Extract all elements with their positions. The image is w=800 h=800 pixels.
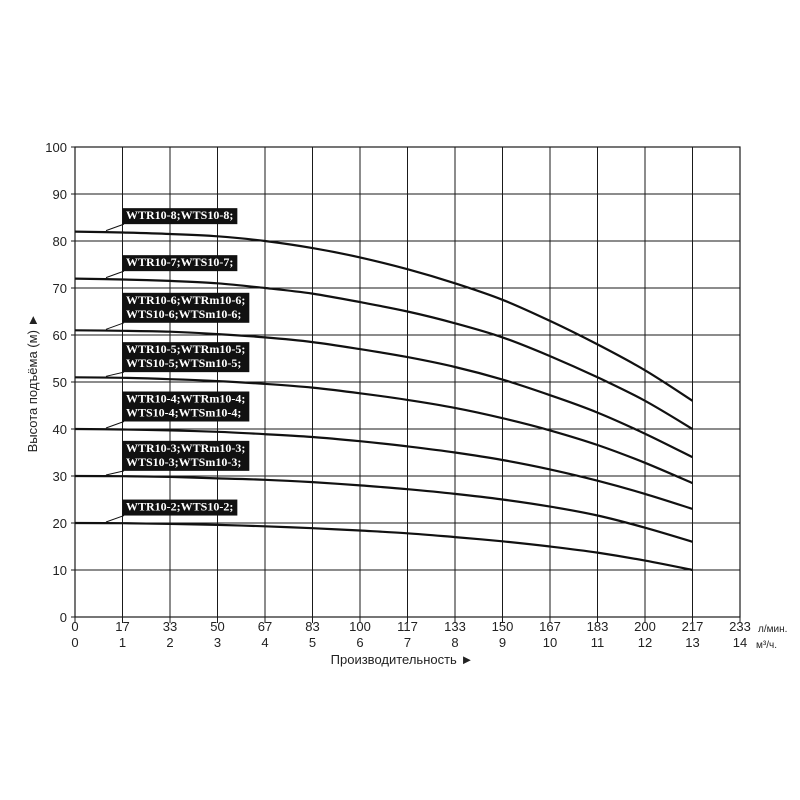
y-tick-label: 0 — [60, 610, 67, 625]
x-tick-label-m3h: 10 — [543, 635, 557, 650]
y-tick-label: 70 — [53, 281, 67, 296]
series-label: WTR10-7;WTS10-7; — [105, 255, 238, 279]
series-label-leader — [105, 470, 125, 476]
series-line — [74, 277, 694, 430]
series-label-leader — [105, 223, 125, 232]
x-tick-label-m3h: 11 — [591, 635, 605, 650]
x-tick-label-lmin: 133 — [444, 619, 466, 634]
series-line — [74, 521, 693, 572]
curves — [74, 230, 694, 572]
series-label: WTR10-8;WTS10-8; — [105, 208, 238, 232]
x-tick-label-lmin: 0 — [71, 619, 78, 634]
series-label: WTR10-4;WTRm10-4;WTS10-4;WTSm10-4; — [105, 391, 250, 429]
x-tick-label-lmin: 33 — [163, 619, 177, 634]
series-label: WTR10-3;WTRm10-3;WTS10-3;WTSm10-3; — [105, 440, 250, 476]
series-line — [74, 474, 693, 543]
series-label-background — [122, 208, 238, 225]
series-label-text: WTR10-8;WTS10-8; — [126, 208, 233, 222]
y-tick-label: 50 — [53, 375, 67, 390]
series-label-background — [122, 292, 250, 323]
x-tick-label-lmin: 83 — [305, 619, 319, 634]
series-label-text: WTS10-3;WTSm10-3; — [126, 455, 241, 469]
y-tick-label: 80 — [53, 234, 67, 249]
y-tick-label: 90 — [53, 187, 67, 202]
series-label-background — [122, 342, 250, 373]
series-label-leader — [105, 322, 125, 330]
x-tick-label-m3h: 5 — [309, 635, 316, 650]
series-label-text: WTS10-6;WTSm10-6; — [126, 307, 241, 321]
x-axis-unit-lmin: л/мин. — [758, 624, 787, 635]
plot-frame — [74, 146, 741, 618]
y-tick-label: 10 — [53, 563, 67, 578]
x-tick-label-lmin: 67 — [258, 619, 272, 634]
series-labels: WTR10-8;WTS10-8; WTR10-7;WTS10-7; WTR10-6;… — [105, 208, 250, 523]
series-label-leader — [105, 421, 125, 429]
x-tick-label-m3h: 14 — [733, 635, 747, 650]
x-axis-title: Производительность ► — [331, 652, 474, 667]
x-tick-label-lmin: 200 — [634, 619, 656, 634]
x-tick-label-m3h: 13 — [685, 635, 699, 650]
x-tick-label-m3h: 2 — [166, 635, 173, 650]
series-label-background — [122, 391, 250, 422]
series-line — [74, 427, 693, 510]
x-tick-label-m3h: 3 — [214, 635, 221, 650]
series-line — [74, 329, 693, 459]
y-tick-label: 30 — [53, 469, 67, 484]
series-line — [74, 376, 693, 485]
x-tick-label-lmin: 17 — [115, 619, 129, 634]
x-tick-label-lmin: 183 — [587, 619, 609, 634]
y-tick-label: 60 — [53, 328, 67, 343]
x-tick-label-m3h: 7 — [404, 635, 411, 650]
x-tick-label-lmin: 233 — [729, 619, 751, 634]
x-axis-unit-m3h: м³/ч. — [756, 640, 777, 651]
series-label-text: WTS10-4;WTSm10-4; — [126, 406, 241, 420]
series-label: WTR10-2;WTS10-2; — [105, 499, 238, 523]
x-tick-label-m3h: 12 — [638, 635, 652, 650]
series-label-text: WTR10-2;WTS10-2; — [126, 500, 233, 514]
series-label-leader — [105, 270, 125, 279]
series-label-leader — [105, 371, 125, 377]
series-line — [74, 230, 694, 402]
x-tick-label-lmin: 100 — [349, 619, 371, 634]
y-tick-label: 20 — [53, 516, 67, 531]
series-label-background — [122, 255, 238, 272]
series-label-text: WTR10-7;WTS10-7; — [126, 255, 233, 269]
x-tick-label-lmin: 217 — [682, 619, 704, 634]
series-label-text: WTR10-3;WTRm10-3; — [126, 441, 245, 455]
x-tick-label-lmin: 150 — [492, 619, 514, 634]
x-tick-label-lmin: 50 — [210, 619, 224, 634]
series-label-text: WTS10-5;WTSm10-5; — [126, 356, 241, 370]
y-tick-label: 100 — [45, 140, 67, 155]
grid — [71, 146, 741, 623]
y-axis-title: Высота подъёма (м) ► — [25, 314, 40, 453]
x-tick-label-m3h: 9 — [499, 635, 506, 650]
series-label-text: WTR10-5;WTRm10-5; — [126, 342, 245, 356]
series-label-text: WTR10-4;WTRm10-4; — [126, 392, 245, 406]
series-label-leader — [105, 515, 125, 523]
x-tick-label-m3h: 4 — [261, 635, 268, 650]
series-label: WTR10-5;WTRm10-5;WTS10-5;WTSm10-5; — [105, 342, 250, 377]
series-label-text: WTR10-6;WTRm10-6; — [126, 293, 245, 307]
x-tick-label-m3h: 6 — [356, 635, 363, 650]
x-tick-label-m3h: 8 — [451, 635, 458, 650]
series-label-background — [122, 440, 250, 471]
y-tick-label: 40 — [53, 422, 67, 437]
x-tick-label-lmin: 117 — [397, 619, 418, 634]
x-tick-label-m3h: 1 — [119, 635, 126, 650]
series-label-background — [122, 499, 238, 516]
series-label: WTR10-6;WTRm10-6;WTS10-6;WTSm10-6; — [105, 292, 250, 330]
x-tick-label-lmin: 167 — [539, 619, 561, 634]
x-tick-label-m3h: 0 — [71, 635, 78, 650]
